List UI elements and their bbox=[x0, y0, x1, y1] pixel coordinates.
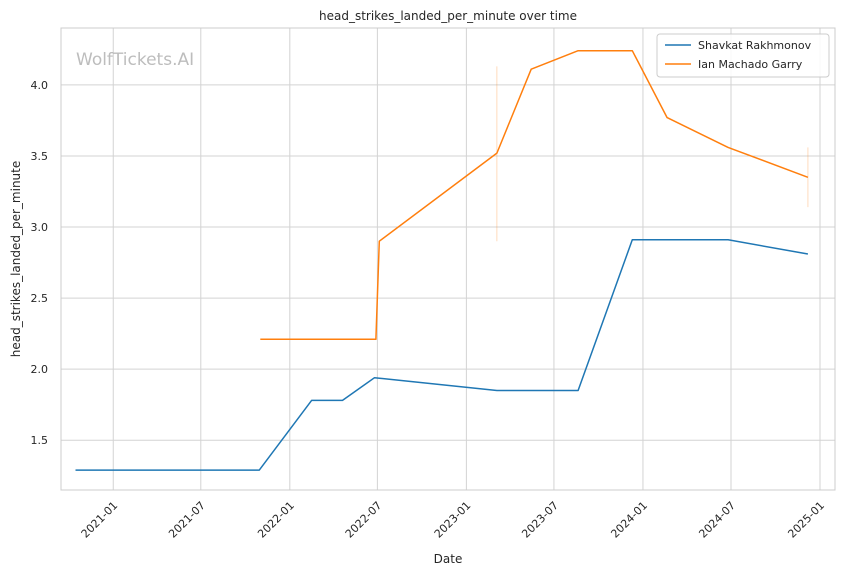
series-lines bbox=[75, 49, 809, 471]
y-tick-label: 1.5 bbox=[31, 434, 49, 447]
y-tick-label: 3.5 bbox=[31, 150, 49, 163]
watermark: WolfTickets.AI bbox=[76, 50, 194, 70]
y-tick-label: 2.5 bbox=[31, 292, 49, 305]
legend-label-ian: Ian Machado Garry bbox=[698, 58, 803, 71]
y-tick-label: 2.0 bbox=[31, 363, 49, 376]
y-tick-label: 3.0 bbox=[31, 221, 49, 234]
chart-title: head_strikes_landed_per_minute over time bbox=[319, 9, 577, 23]
grid bbox=[61, 28, 835, 490]
plot-frame bbox=[60, 27, 836, 491]
legend-label-shavkat: Shavkat Rakhmonov bbox=[698, 39, 812, 52]
series-line-0 bbox=[75, 239, 809, 471]
x-axis-title: Date bbox=[434, 552, 463, 566]
y-axis-title: head_strikes_landed_per_minute bbox=[9, 161, 23, 358]
y-tick-label: 4.0 bbox=[31, 79, 49, 92]
legend: Shavkat Rakhmonov Ian Machado Garry bbox=[656, 33, 830, 78]
legend-box bbox=[656, 33, 830, 78]
series-line-1 bbox=[260, 49, 809, 341]
